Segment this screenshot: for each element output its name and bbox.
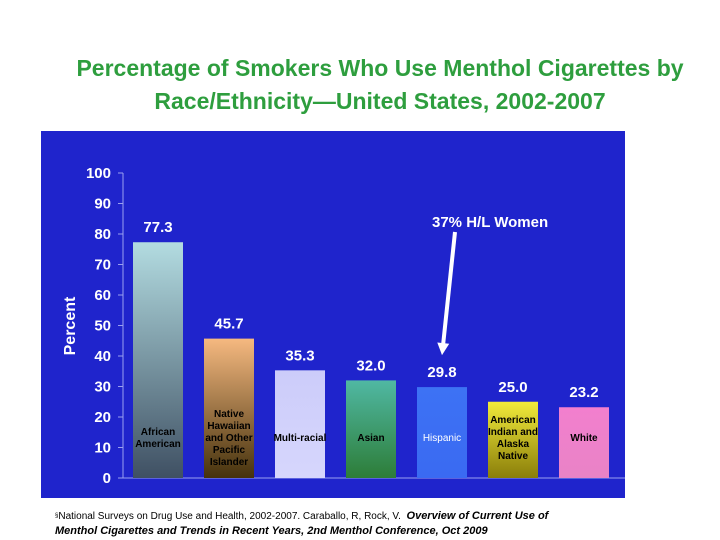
source-marker: § [55,513,59,519]
bar-2 [275,370,325,478]
y-tick-label: 20 [94,409,111,426]
y-tick-label: 100 [86,165,111,182]
y-tick-label: 10 [94,440,111,457]
bar-4 [417,387,467,478]
chart-title-line-2: Race/Ethnicity—United States, 2002-2007 [154,88,606,114]
bar-6 [559,407,609,478]
y-tick-label: 60 [94,287,111,304]
data-label: 23.2 [569,384,598,401]
y-axis-title: Percent [62,296,79,355]
category-label: Native [214,409,244,420]
category-label: White [570,433,598,444]
source-title-part-1: Overview of Current Use of [406,510,549,522]
source-citation: §National Surveys on Drug Use and Health… [55,509,695,539]
category-label: Hispanic [423,433,461,444]
category-label: Asian [357,433,384,444]
bar-5 [488,401,538,478]
category-label: American [135,439,181,450]
y-tick-label: 90 [94,196,111,213]
category-label: Islander [210,457,248,468]
data-label: 32.0 [356,357,385,374]
data-label: 25.0 [498,379,527,396]
category-label: African [141,427,175,438]
y-tick-label: 70 [94,257,111,274]
bar-3 [346,380,396,478]
source-title-sup: nd [313,525,327,537]
category-label: Alaska [497,439,530,450]
chart-panel: 0 10 20 30 40 50 60 70 80 90 100 Percent 77.3 African… [41,131,625,498]
category-label: Multi-racial [274,433,327,444]
bar-chart: 0 10 20 30 40 50 60 70 80 90 100 Percent 77.3 African… [62,165,625,487]
category-label: American [490,415,536,426]
category-label: and Other [205,433,252,444]
y-tick-label: 40 [94,348,111,365]
y-tick-label: 0 [103,470,111,487]
annotation-arrow-head [437,342,450,356]
data-label: 35.3 [285,347,314,364]
data-label: 77.3 [143,219,172,236]
category-label: Native [498,451,528,462]
category-label: Hawaiian [207,421,250,432]
y-tick-label: 50 [94,318,111,335]
y-tick-label: 30 [94,379,111,396]
y-tick-label: 80 [94,226,111,243]
annotation-label: 37% H/L Women [432,214,548,231]
source-title-part-2b: Menthol Conference, Oct 2009 [326,525,488,537]
category-label: Pacific [213,445,246,456]
annotation-arrow-shaft [440,231,457,348]
source-title-part-2a: Menthol Cigarettes and Trends in Recent … [55,525,314,537]
chart-title-line-1: Percentage of Smokers Who Use Menthol Ci… [76,55,684,81]
data-label: 29.8 [427,364,456,381]
category-label: Indian and [488,427,538,438]
source-text: National Surveys on Drug Use and Health,… [58,511,401,522]
bar-1 [204,338,254,478]
data-label: 45.7 [214,316,243,333]
bar-0 [133,242,183,478]
